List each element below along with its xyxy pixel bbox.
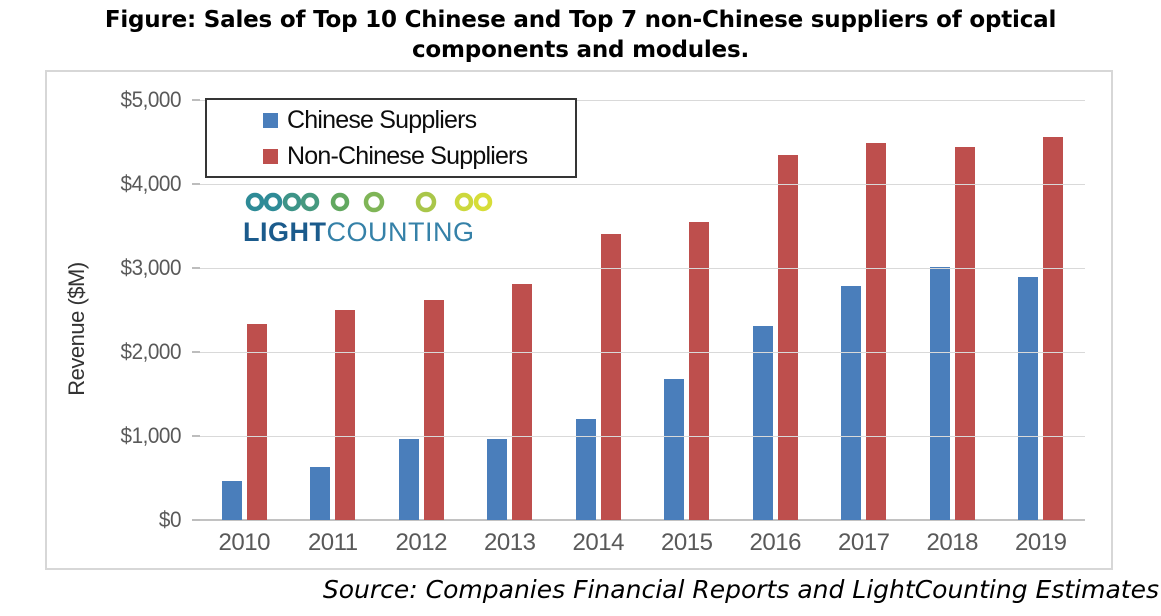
x-axis-label-2015: 2015	[661, 529, 713, 556]
bar-group-2012	[377, 100, 466, 520]
gridline-4000	[200, 183, 1085, 185]
bar-chinese-2019	[1018, 277, 1039, 520]
chart-legend: Chinese Suppliers Non-Chinese Suppliers	[205, 98, 577, 178]
y-tick-mark-1000	[192, 435, 200, 437]
y-tick-mark-5000	[192, 99, 200, 101]
logo-bead-5	[330, 192, 350, 212]
logo-text-light: LIGHT	[243, 217, 327, 247]
y-tick-label-4000: $4,000	[120, 171, 182, 196]
gridline-3000	[200, 267, 1085, 269]
bar-non-chinese-2011	[335, 310, 356, 520]
bar-non-chinese-2018	[954, 147, 975, 520]
x-axis-label-2013: 2013	[484, 529, 536, 556]
y-tick-label-5000: $5,000	[120, 87, 182, 112]
logo-bead-4	[300, 192, 320, 212]
y-tick-label-1000: $1,000	[120, 423, 182, 448]
figure-title-line1: Figure: Sales of Top 10 Chinese and Top …	[104, 7, 1057, 33]
x-axis-label-2017: 2017	[838, 529, 890, 556]
x-axis-label-2011: 2011	[307, 529, 358, 556]
bar-non-chinese-2015	[689, 221, 710, 520]
legend-item-chinese: Chinese Suppliers	[263, 106, 575, 135]
figure-title-line2: components and modules.	[412, 37, 749, 63]
bar-chinese-2015	[664, 378, 685, 520]
logo-bead-6	[363, 191, 385, 213]
logo-bead-8	[454, 192, 474, 212]
lightcounting-beads-icon	[245, 191, 497, 213]
bar-non-chinese-2017	[866, 142, 887, 520]
bar-group-2010	[200, 100, 289, 520]
bar-group-2018	[908, 100, 997, 520]
legend-label-non-chinese: Non-Chinese Suppliers	[287, 141, 528, 170]
bar-group-2016	[731, 100, 820, 520]
y-tick-label-2000: $2,000	[120, 339, 182, 364]
figure-title: Figure: Sales of Top 10 Chinese and Top …	[0, 0, 1161, 65]
bar-chinese-2012	[398, 438, 419, 520]
bar-non-chinese-2010	[246, 324, 267, 520]
chart-container: Revenue ($M) 2010 2011 2012 2013 2014 2015 201…	[45, 70, 1113, 570]
logo-bead-1	[245, 192, 265, 212]
x-axis-label-2016: 2016	[749, 529, 802, 556]
x-axis-label-2010: 2010	[218, 529, 271, 556]
bar-group-2013	[466, 100, 555, 520]
bar-non-chinese-2013	[512, 283, 533, 520]
logo-text-counting: COUNTING	[326, 217, 475, 247]
plot-area	[200, 99, 1085, 521]
x-axis-line	[200, 519, 1085, 521]
source-caption: Source: Companies Financial Reports and …	[322, 575, 1159, 604]
gridline-5000	[200, 99, 1085, 101]
x-axis-labels: 2010 2011 2012 2013 2014 2015 2016 2017 2018 2019	[200, 529, 1085, 557]
legend-label-chinese: Chinese Suppliers	[287, 105, 477, 134]
bar-group-2015	[643, 100, 732, 520]
x-axis-label-2012: 2012	[395, 529, 448, 556]
y-tick-mark-2000	[192, 351, 200, 353]
bar-non-chinese-2016	[777, 154, 798, 520]
x-axis-label-2018: 2018	[926, 529, 979, 556]
y-tick-label-3000: $3,000	[120, 255, 182, 280]
bar-chinese-2017	[841, 286, 862, 520]
logo-bead-3	[282, 192, 302, 212]
legend-item-non-chinese: Non-Chinese Suppliers	[263, 142, 575, 171]
lightcounting-logo: LIGHTCOUNTING	[243, 188, 501, 247]
bar-group-2014	[554, 100, 643, 520]
bar-group-2011	[289, 100, 378, 520]
bar-chinese-2011	[310, 467, 331, 520]
bar-chinese-2016	[752, 325, 773, 520]
logo-bead-2	[263, 192, 283, 212]
legend-swatch-chinese-icon	[263, 112, 278, 128]
bar-non-chinese-2019	[1043, 136, 1064, 520]
bar-chinese-2010	[221, 480, 242, 520]
x-axis-label-2014: 2014	[572, 529, 625, 556]
bar-non-chinese-2012	[423, 299, 444, 520]
logo-bead-7	[415, 191, 437, 213]
y-tick-mark-3000	[192, 267, 200, 269]
y-tick-mark-0	[192, 519, 200, 521]
logo-bead-9	[473, 192, 493, 212]
x-axis-label-2019: 2019	[1015, 529, 1067, 556]
legend-swatch-non-chinese-icon	[263, 148, 278, 164]
y-tick-mark-4000	[192, 183, 200, 185]
bar-group-2017	[820, 100, 909, 520]
bar-group-2019	[997, 100, 1086, 520]
bar-chinese-2014	[575, 419, 596, 520]
gridline-2000	[200, 351, 1085, 353]
gridline-1000	[200, 435, 1085, 437]
lightcounting-wordmark: LIGHTCOUNTING	[243, 217, 501, 247]
bar-chinese-2018	[929, 267, 950, 520]
bars-row	[200, 100, 1085, 520]
y-tick-label-0: $0	[158, 507, 182, 532]
bar-chinese-2013	[487, 438, 508, 520]
bar-non-chinese-2014	[600, 234, 621, 520]
